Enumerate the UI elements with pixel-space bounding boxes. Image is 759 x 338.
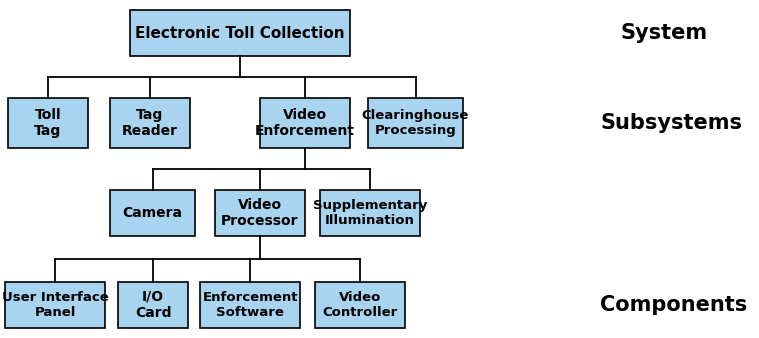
FancyBboxPatch shape — [110, 98, 190, 148]
Text: User Interface
Panel: User Interface Panel — [2, 291, 109, 319]
FancyBboxPatch shape — [215, 190, 305, 236]
FancyBboxPatch shape — [8, 98, 88, 148]
Text: I/O
Card: I/O Card — [135, 290, 172, 320]
Text: Clearinghouse
Processing: Clearinghouse Processing — [362, 109, 469, 137]
Text: System: System — [620, 23, 707, 43]
FancyBboxPatch shape — [130, 10, 350, 56]
FancyBboxPatch shape — [320, 190, 420, 236]
Text: Toll
Tag: Toll Tag — [34, 108, 61, 138]
Text: Electronic Toll Collection: Electronic Toll Collection — [135, 25, 345, 41]
Text: Enforcement
Software: Enforcement Software — [202, 291, 298, 319]
Text: Camera: Camera — [122, 206, 182, 220]
FancyBboxPatch shape — [368, 98, 463, 148]
Text: Subsystems: Subsystems — [600, 113, 742, 133]
Text: Tag
Reader: Tag Reader — [122, 108, 178, 138]
FancyBboxPatch shape — [260, 98, 350, 148]
FancyBboxPatch shape — [118, 282, 188, 328]
Text: Video
Controller: Video Controller — [323, 291, 398, 319]
FancyBboxPatch shape — [110, 190, 195, 236]
Text: Components: Components — [600, 295, 748, 315]
FancyBboxPatch shape — [315, 282, 405, 328]
Text: Video
Processor: Video Processor — [222, 198, 299, 228]
FancyBboxPatch shape — [5, 282, 105, 328]
Text: Video
Enforcement: Video Enforcement — [255, 108, 355, 138]
FancyBboxPatch shape — [200, 282, 300, 328]
Text: Supplementary
Illumination: Supplementary Illumination — [313, 199, 427, 227]
